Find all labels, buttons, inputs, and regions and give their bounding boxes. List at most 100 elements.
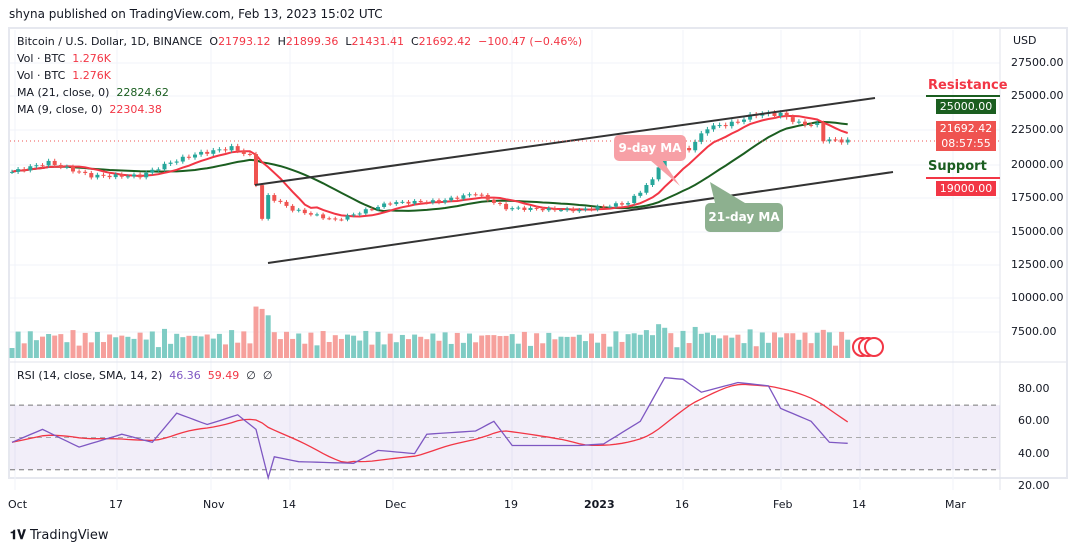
volume-bar — [485, 335, 491, 358]
price-tick: 17500.00 — [1011, 191, 1064, 204]
vol2-value: 1.276K — [72, 69, 111, 82]
volume-bar — [814, 332, 820, 358]
volume-bar — [637, 334, 643, 358]
volume-bar — [625, 334, 631, 358]
volume-bar — [296, 333, 302, 358]
time-tick: 2023 — [584, 498, 615, 511]
volume-bar — [436, 340, 442, 358]
volume-bar — [826, 332, 832, 358]
candle-body — [552, 208, 557, 211]
volume-bar — [125, 336, 131, 358]
candle-body — [272, 195, 277, 201]
volume-bar — [338, 338, 344, 358]
candle-body — [64, 166, 69, 168]
ma21-callout-pointer — [710, 182, 745, 203]
volume-bar — [589, 333, 594, 358]
candle-body — [455, 197, 460, 199]
vol1-legend[interactable]: Vol · BTC 1.276K — [17, 52, 111, 65]
volume-bar — [711, 335, 716, 358]
candle-body — [162, 163, 167, 170]
volume-bar — [302, 343, 308, 358]
candle-body — [357, 213, 362, 215]
candle-body — [125, 176, 130, 178]
open-label: O — [209, 35, 219, 48]
volume-bar — [369, 344, 375, 358]
vol2-legend[interactable]: Vol · BTC 1.276K — [17, 69, 111, 82]
volume-bar — [442, 332, 448, 358]
volume-bar — [88, 342, 94, 358]
volume-bar — [491, 335, 497, 358]
volume-bar — [351, 335, 357, 358]
volume-bar — [796, 339, 802, 358]
volume-bar — [497, 336, 503, 358]
volume-bar — [662, 327, 668, 358]
volume-bar — [412, 334, 418, 358]
candle-body — [613, 203, 618, 207]
candle-body — [241, 150, 246, 154]
candle-body — [382, 203, 387, 207]
price-tick: 25000.00 — [1011, 89, 1064, 102]
volume-bar — [70, 330, 76, 358]
volume-bar — [21, 343, 27, 358]
volume-bar — [284, 331, 289, 358]
candle-body — [345, 215, 350, 220]
volume-bar — [717, 338, 723, 358]
price-tick: 15000.00 — [1011, 225, 1064, 238]
candle-body — [839, 139, 844, 143]
candle-body — [742, 119, 746, 122]
candle-body — [443, 200, 448, 203]
candle-body — [620, 203, 624, 205]
candle-body — [150, 169, 155, 173]
candle-body — [534, 207, 539, 209]
candle-body — [247, 153, 252, 155]
volume-bar — [473, 342, 479, 358]
volume-bar — [216, 333, 222, 358]
candle-body — [168, 162, 173, 164]
volume-bar — [521, 331, 527, 358]
ma9-line — [11, 115, 849, 218]
volume-bar — [180, 337, 186, 358]
volume-bar — [64, 342, 70, 358]
volume-bar — [509, 334, 515, 358]
candle-body — [180, 156, 185, 162]
volume-bar — [802, 332, 808, 358]
candle-body — [528, 207, 533, 210]
volume-bar — [784, 333, 790, 358]
candle-body — [461, 195, 466, 199]
candle-body — [369, 209, 374, 211]
rsi-legend[interactable]: RSI (14, close, SMA, 14, 2) 46.36 59.49 … — [17, 369, 272, 382]
candle-body — [406, 201, 411, 204]
tradingview-logo[interactable]: 𝟏𝐕 TradingView — [10, 528, 109, 543]
ma9-legend[interactable]: MA (9, close, 0) 22304.38 — [17, 103, 162, 116]
time-tick: Oct — [8, 498, 28, 511]
candle-body — [388, 203, 393, 205]
volume-bar — [674, 347, 680, 358]
candle-body — [735, 121, 740, 123]
volume-bar — [247, 343, 253, 358]
candle-body — [772, 112, 777, 116]
tv-logo-icon: 𝟏𝐕 — [10, 528, 26, 543]
volume-bar — [155, 347, 161, 358]
candle-body — [522, 207, 527, 210]
volume-bar — [582, 341, 588, 358]
candle-body — [101, 174, 106, 176]
volume-bar — [137, 332, 143, 358]
price-tick: 27500.00 — [1011, 56, 1064, 69]
channel-upper-line — [254, 97, 876, 186]
volume-bar — [607, 346, 613, 358]
volume-bar — [540, 343, 546, 358]
candle-body — [266, 195, 271, 219]
candle-body — [278, 200, 283, 202]
volume-bar — [259, 308, 265, 358]
close-label: C — [410, 35, 419, 48]
ma21-legend[interactable]: MA (21, close, 0) 22824.62 — [17, 86, 169, 99]
candle-body — [790, 117, 795, 122]
volume-bar — [698, 333, 704, 358]
volume-bar — [27, 331, 33, 358]
brand-name: TradingView — [30, 528, 109, 543]
volume-bar — [406, 339, 411, 358]
volume-bar — [308, 332, 314, 358]
symbol-legend: Bitcoin / U.S. Dollar, 1D, BINANCE O2179… — [17, 35, 582, 48]
volume-bar — [381, 344, 387, 358]
